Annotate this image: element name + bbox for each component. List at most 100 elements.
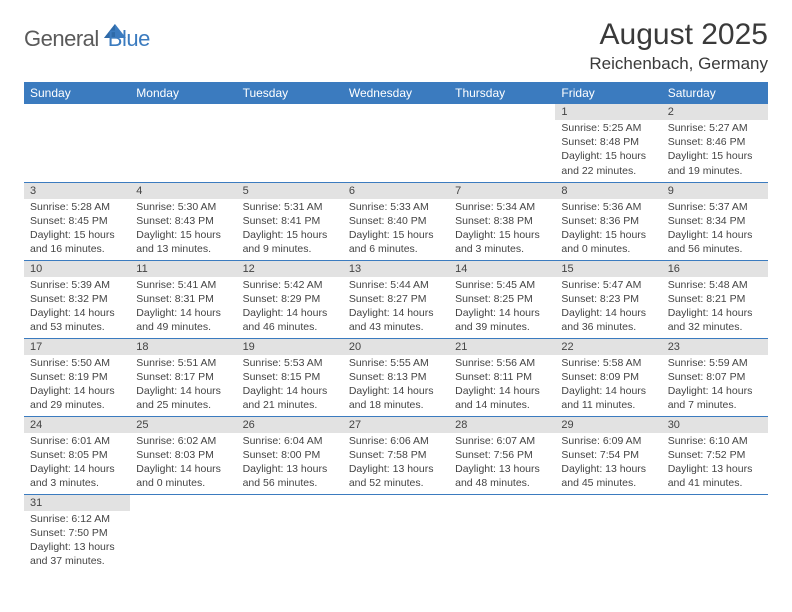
daylight-text: Daylight: 15 hours and 3 minutes. bbox=[455, 228, 549, 256]
day-info: Sunrise: 5:45 AMSunset: 8:25 PMDaylight:… bbox=[449, 277, 555, 337]
sunset-text: Sunset: 8:40 PM bbox=[349, 214, 443, 228]
sunset-text: Sunset: 8:21 PM bbox=[668, 292, 762, 306]
day-number: 25 bbox=[130, 417, 236, 433]
day-number: 28 bbox=[449, 417, 555, 433]
sunrise-text: Sunrise: 5:55 AM bbox=[349, 356, 443, 370]
calendar-cell: 11Sunrise: 5:41 AMSunset: 8:31 PMDayligh… bbox=[130, 260, 236, 338]
daylight-text: Daylight: 13 hours and 52 minutes. bbox=[349, 462, 443, 490]
daylight-text: Daylight: 13 hours and 48 minutes. bbox=[455, 462, 549, 490]
weekday-header: Thursday bbox=[449, 82, 555, 104]
sunset-text: Sunset: 8:31 PM bbox=[136, 292, 230, 306]
calendar-cell: 18Sunrise: 5:51 AMSunset: 8:17 PMDayligh… bbox=[130, 338, 236, 416]
calendar-cell: 13Sunrise: 5:44 AMSunset: 8:27 PMDayligh… bbox=[343, 260, 449, 338]
sunset-text: Sunset: 8:03 PM bbox=[136, 448, 230, 462]
calendar-cell-empty bbox=[343, 104, 449, 182]
sunrise-text: Sunrise: 6:07 AM bbox=[455, 434, 549, 448]
day-number: 17 bbox=[24, 339, 130, 355]
logo-text-blue: Blue bbox=[108, 26, 150, 52]
daylight-text: Daylight: 14 hours and 56 minutes. bbox=[668, 228, 762, 256]
daylight-text: Daylight: 14 hours and 25 minutes. bbox=[136, 384, 230, 412]
daylight-text: Daylight: 13 hours and 56 minutes. bbox=[243, 462, 337, 490]
sunrise-text: Sunrise: 6:01 AM bbox=[30, 434, 124, 448]
day-number: 30 bbox=[662, 417, 768, 433]
daylight-text: Daylight: 14 hours and 46 minutes. bbox=[243, 306, 337, 334]
sunset-text: Sunset: 8:09 PM bbox=[561, 370, 655, 384]
day-number: 14 bbox=[449, 261, 555, 277]
calendar-cell-empty bbox=[130, 104, 236, 182]
calendar-cell: 22Sunrise: 5:58 AMSunset: 8:09 PMDayligh… bbox=[555, 338, 661, 416]
daylight-text: Daylight: 15 hours and 9 minutes. bbox=[243, 228, 337, 256]
calendar-cell: 28Sunrise: 6:07 AMSunset: 7:56 PMDayligh… bbox=[449, 416, 555, 494]
location-label: Reichenbach, Germany bbox=[589, 54, 768, 74]
sunrise-text: Sunrise: 5:47 AM bbox=[561, 278, 655, 292]
sunset-text: Sunset: 8:07 PM bbox=[668, 370, 762, 384]
day-number: 10 bbox=[24, 261, 130, 277]
day-number: 23 bbox=[662, 339, 768, 355]
sunrise-text: Sunrise: 5:34 AM bbox=[455, 200, 549, 214]
day-number: 12 bbox=[237, 261, 343, 277]
sunrise-text: Sunrise: 6:02 AM bbox=[136, 434, 230, 448]
daylight-text: Daylight: 15 hours and 13 minutes. bbox=[136, 228, 230, 256]
daylight-text: Daylight: 14 hours and 11 minutes. bbox=[561, 384, 655, 412]
sunrise-text: Sunrise: 5:50 AM bbox=[30, 356, 124, 370]
sunset-text: Sunset: 8:15 PM bbox=[243, 370, 337, 384]
sunset-text: Sunset: 8:38 PM bbox=[455, 214, 549, 228]
sunset-text: Sunset: 8:13 PM bbox=[349, 370, 443, 384]
month-title: August 2025 bbox=[589, 18, 768, 52]
day-info: Sunrise: 5:30 AMSunset: 8:43 PMDaylight:… bbox=[130, 199, 236, 259]
calendar-cell: 29Sunrise: 6:09 AMSunset: 7:54 PMDayligh… bbox=[555, 416, 661, 494]
day-info: Sunrise: 5:44 AMSunset: 8:27 PMDaylight:… bbox=[343, 277, 449, 337]
sunset-text: Sunset: 8:25 PM bbox=[455, 292, 549, 306]
sunset-text: Sunset: 7:54 PM bbox=[561, 448, 655, 462]
calendar-row: 17Sunrise: 5:50 AMSunset: 8:19 PM Dayligh… bbox=[24, 338, 768, 416]
day-number: 29 bbox=[555, 417, 661, 433]
calendar-cell-empty bbox=[449, 494, 555, 572]
sunset-text: Sunset: 8:19 PM bbox=[30, 370, 124, 384]
logo-text-dark: General bbox=[24, 26, 99, 52]
sunrise-text: Sunrise: 5:33 AM bbox=[349, 200, 443, 214]
sunset-text: Sunset: 7:52 PM bbox=[668, 448, 762, 462]
calendar-cell: 1Sunrise: 5:25 AMSunset: 8:48 PMDaylight… bbox=[555, 104, 661, 182]
day-info: Sunrise: 5:47 AMSunset: 8:23 PMDaylight:… bbox=[555, 277, 661, 337]
day-number: 8 bbox=[555, 183, 661, 199]
day-info: Sunrise: 6:12 AMSunset: 7:50 PMDaylight:… bbox=[24, 511, 130, 571]
calendar-row: 1Sunrise: 5:25 AMSunset: 8:48 PMDaylight… bbox=[24, 104, 768, 182]
calendar-cell: 20Sunrise: 5:55 AMSunset: 8:13 PMDayligh… bbox=[343, 338, 449, 416]
sunrise-text: Sunrise: 6:06 AM bbox=[349, 434, 443, 448]
day-info: Sunrise: 5:25 AMSunset: 8:48 PMDaylight:… bbox=[555, 120, 661, 180]
calendar-cell: 30Sunrise: 6:10 AMSunset: 7:52 PMDayligh… bbox=[662, 416, 768, 494]
day-info: Sunrise: 5:41 AMSunset: 8:31 PMDaylight:… bbox=[130, 277, 236, 337]
day-number: 2 bbox=[662, 104, 768, 120]
daylight-text: Daylight: 13 hours and 41 minutes. bbox=[668, 462, 762, 490]
calendar-cell: 24Sunrise: 6:01 AMSunset: 8:05 PMDayligh… bbox=[24, 416, 130, 494]
sunrise-text: Sunrise: 5:48 AM bbox=[668, 278, 762, 292]
day-info: Sunrise: 5:37 AMSunset: 8:34 PMDaylight:… bbox=[662, 199, 768, 259]
day-info: Sunrise: 6:09 AMSunset: 7:54 PMDaylight:… bbox=[555, 433, 661, 493]
weekday-header: Saturday bbox=[662, 82, 768, 104]
sunrise-text: Sunrise: 5:41 AM bbox=[136, 278, 230, 292]
day-number: 4 bbox=[130, 183, 236, 199]
calendar-cell: 6Sunrise: 5:33 AMSunset: 8:40 PMDaylight… bbox=[343, 182, 449, 260]
title-block: August 2025 Reichenbach, Germany bbox=[589, 18, 768, 74]
sunset-text: Sunset: 8:17 PM bbox=[136, 370, 230, 384]
day-info: Sunrise: 5:36 AMSunset: 8:36 PMDaylight:… bbox=[555, 199, 661, 259]
day-info: Sunrise: 5:58 AMSunset: 8:09 PMDaylight:… bbox=[555, 355, 661, 415]
calendar-cell: 27Sunrise: 6:06 AMSunset: 7:58 PMDayligh… bbox=[343, 416, 449, 494]
calendar-cell-empty bbox=[237, 104, 343, 182]
day-info: Sunrise: 6:04 AMSunset: 8:00 PMDaylight:… bbox=[237, 433, 343, 493]
sunrise-text: Sunrise: 5:45 AM bbox=[455, 278, 549, 292]
sunrise-text: Sunrise: 5:51 AM bbox=[136, 356, 230, 370]
daylight-text: Daylight: 14 hours and 14 minutes. bbox=[455, 384, 549, 412]
day-info: Sunrise: 5:55 AMSunset: 8:13 PMDaylight:… bbox=[343, 355, 449, 415]
weekday-header: Wednesday bbox=[343, 82, 449, 104]
day-info: Sunrise: 6:01 AMSunset: 8:05 PMDaylight:… bbox=[24, 433, 130, 493]
sunrise-text: Sunrise: 5:28 AM bbox=[30, 200, 124, 214]
calendar-cell-empty bbox=[130, 494, 236, 572]
sunset-text: Sunset: 8:29 PM bbox=[243, 292, 337, 306]
day-info: Sunrise: 5:33 AMSunset: 8:40 PMDaylight:… bbox=[343, 199, 449, 259]
daylight-text: Daylight: 14 hours and 43 minutes. bbox=[349, 306, 443, 334]
calendar-cell: 15Sunrise: 5:47 AMSunset: 8:23 PMDayligh… bbox=[555, 260, 661, 338]
day-number: 5 bbox=[237, 183, 343, 199]
day-number: 19 bbox=[237, 339, 343, 355]
day-number: 24 bbox=[24, 417, 130, 433]
